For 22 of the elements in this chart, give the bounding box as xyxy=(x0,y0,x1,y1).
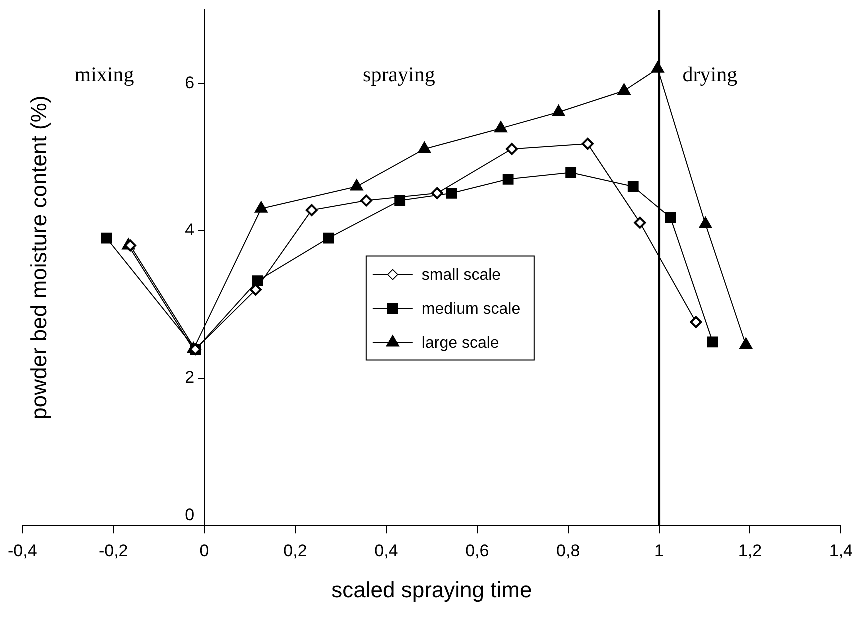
annotation: mixing xyxy=(74,62,135,87)
y-tick-label: 4 xyxy=(185,220,195,240)
x-tick-label: 1,2 xyxy=(738,541,762,560)
legend-label: medium scale xyxy=(422,301,521,318)
x-tick-label: 1,4 xyxy=(829,541,854,560)
y-tick-label: 2 xyxy=(185,368,195,387)
x-tick-label: -0,2 xyxy=(98,541,128,560)
x-axis-title: scaled spraying time xyxy=(332,578,532,603)
x-tick-label: 0,4 xyxy=(374,541,398,560)
y-tick-label: 0 xyxy=(185,505,195,524)
annotation: spraying xyxy=(363,62,436,87)
x-tick-label: 1 xyxy=(654,541,664,560)
y-axis-title: powder bed moisture content (%) xyxy=(26,96,52,420)
legend-label: large scale xyxy=(422,335,500,352)
x-tick-label: 0,6 xyxy=(466,541,490,560)
annotation: drying xyxy=(682,62,738,87)
x-tick-label: 0,8 xyxy=(556,541,580,560)
x-tick-label: 0 xyxy=(200,541,210,560)
x-tick-label: 0,2 xyxy=(284,541,308,560)
y-tick-label: 6 xyxy=(185,73,195,92)
legend-label: small scale xyxy=(422,267,502,284)
x-tick-label: -0,4 xyxy=(8,541,38,560)
